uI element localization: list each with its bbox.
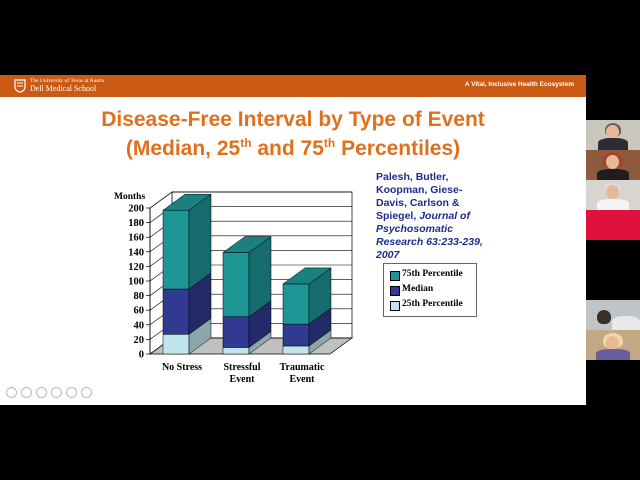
zoom-icon[interactable] (66, 387, 77, 398)
title-part: and 75 (251, 137, 324, 160)
x-category-label: Stressful (223, 362, 260, 373)
y-tick-label: 100 (128, 277, 144, 288)
participant-face (606, 336, 619, 350)
citation-journal: Journal of Psychosomatic Research 63:233… (376, 210, 483, 261)
participant-shirt (612, 316, 640, 330)
university-name: The University of Texas at Austin (30, 78, 105, 84)
shield-logo-icon (14, 79, 26, 93)
participant-video-tile[interactable] (586, 180, 640, 210)
previous-icon[interactable] (6, 387, 17, 398)
participant-hair (597, 310, 611, 324)
title-sup: th (323, 136, 336, 150)
participant-video-tile[interactable] (586, 120, 640, 150)
x-category-label: Event (230, 374, 256, 385)
title-part: Percentiles) (335, 137, 461, 160)
x-category-label: No Stress (162, 362, 202, 373)
citation: Palesh, Butler, Koopman, Giese-Davis, Ca… (376, 171, 486, 262)
legend-swatch (390, 301, 400, 311)
bar-segment (162, 334, 190, 355)
participant-shirt (597, 169, 629, 180)
participant-video-tile[interactable] (586, 210, 640, 240)
bar-segment (282, 323, 310, 347)
y-tick-label: 120 (128, 262, 144, 273)
y-tick-label: 40 (134, 320, 145, 331)
legend-label: 75th Percentile (402, 269, 463, 279)
stacked-bar-chart: 0 20 40 60 80 100 120 140 160 180 200 Months No Stre… (114, 191, 354, 385)
tagline: A Vital, Inclusive Health Ecosystem (464, 81, 574, 88)
bar-side (188, 193, 212, 290)
bar-segment (162, 288, 190, 335)
y-tick-label: 140 (128, 247, 144, 258)
legend-item: 75th Percentile (390, 269, 476, 281)
presenter-toolbar (6, 385, 96, 399)
slide-title-line2: (Median, 25th and 75th Percentiles) (0, 136, 586, 161)
legend-label: 25th Percentile (402, 299, 463, 309)
legend-item: Median (390, 284, 476, 296)
bar-segment (282, 283, 310, 325)
legend-swatch (390, 286, 400, 296)
y-tick-label: 60 (134, 306, 145, 317)
gridline (149, 191, 352, 209)
y-tick-label: 20 (134, 335, 145, 346)
bar-segment (222, 252, 250, 318)
y-axis-title: Months (114, 192, 145, 202)
x-category-label: Traumatic (280, 362, 325, 373)
presentation-slide: The University of Texas at Austin Dell M… (0, 75, 586, 405)
legend-item: 25th Percentile (390, 299, 476, 311)
participant-video-tile[interactable] (586, 300, 640, 330)
legend-swatch (390, 271, 400, 281)
school-name: Dell Medical School (30, 84, 97, 93)
participant-face (606, 185, 619, 199)
participant-face (606, 125, 619, 139)
participant-shirt (596, 349, 630, 360)
y-tick-label: 0 (139, 350, 144, 361)
participant-face (606, 155, 619, 169)
y-tick-label: 80 (134, 291, 145, 302)
bar-segment (222, 347, 250, 355)
x-category-label: Event (290, 374, 316, 385)
participant-video-tile[interactable] (586, 330, 640, 360)
video-background (586, 210, 640, 240)
participant-shirt (597, 199, 629, 210)
bar-top (282, 267, 332, 285)
citation-authors: Palesh, Butler, Koopman, Giese-Davis, Ca… (376, 171, 463, 222)
participant-video-tile[interactable] (586, 150, 640, 180)
slide-title-line1: Disease-Free Interval by Type of Event (101, 108, 485, 131)
chart-legend: 75th Percentile Median 25th Percentile (383, 263, 477, 317)
header-banner: The University of Texas at Austin Dell M… (0, 75, 586, 97)
next-icon[interactable] (21, 387, 32, 398)
participant-shirt (598, 138, 628, 150)
bar-segment (162, 209, 190, 290)
title-sup: th (240, 136, 252, 150)
bar-top (222, 236, 272, 253)
pen-icon[interactable] (36, 387, 47, 398)
more-icon[interactable] (81, 387, 92, 398)
y-tick-label: 160 (128, 233, 144, 244)
title-part: (Median, 25 (125, 137, 241, 160)
y-tick-label: 200 (128, 204, 144, 215)
bar-segment (282, 345, 310, 355)
bar-segment (222, 316, 250, 348)
slides-icon[interactable] (51, 387, 62, 398)
bar-top (162, 193, 212, 211)
legend-label: Median (402, 284, 434, 294)
y-tick-label: 180 (128, 218, 144, 229)
